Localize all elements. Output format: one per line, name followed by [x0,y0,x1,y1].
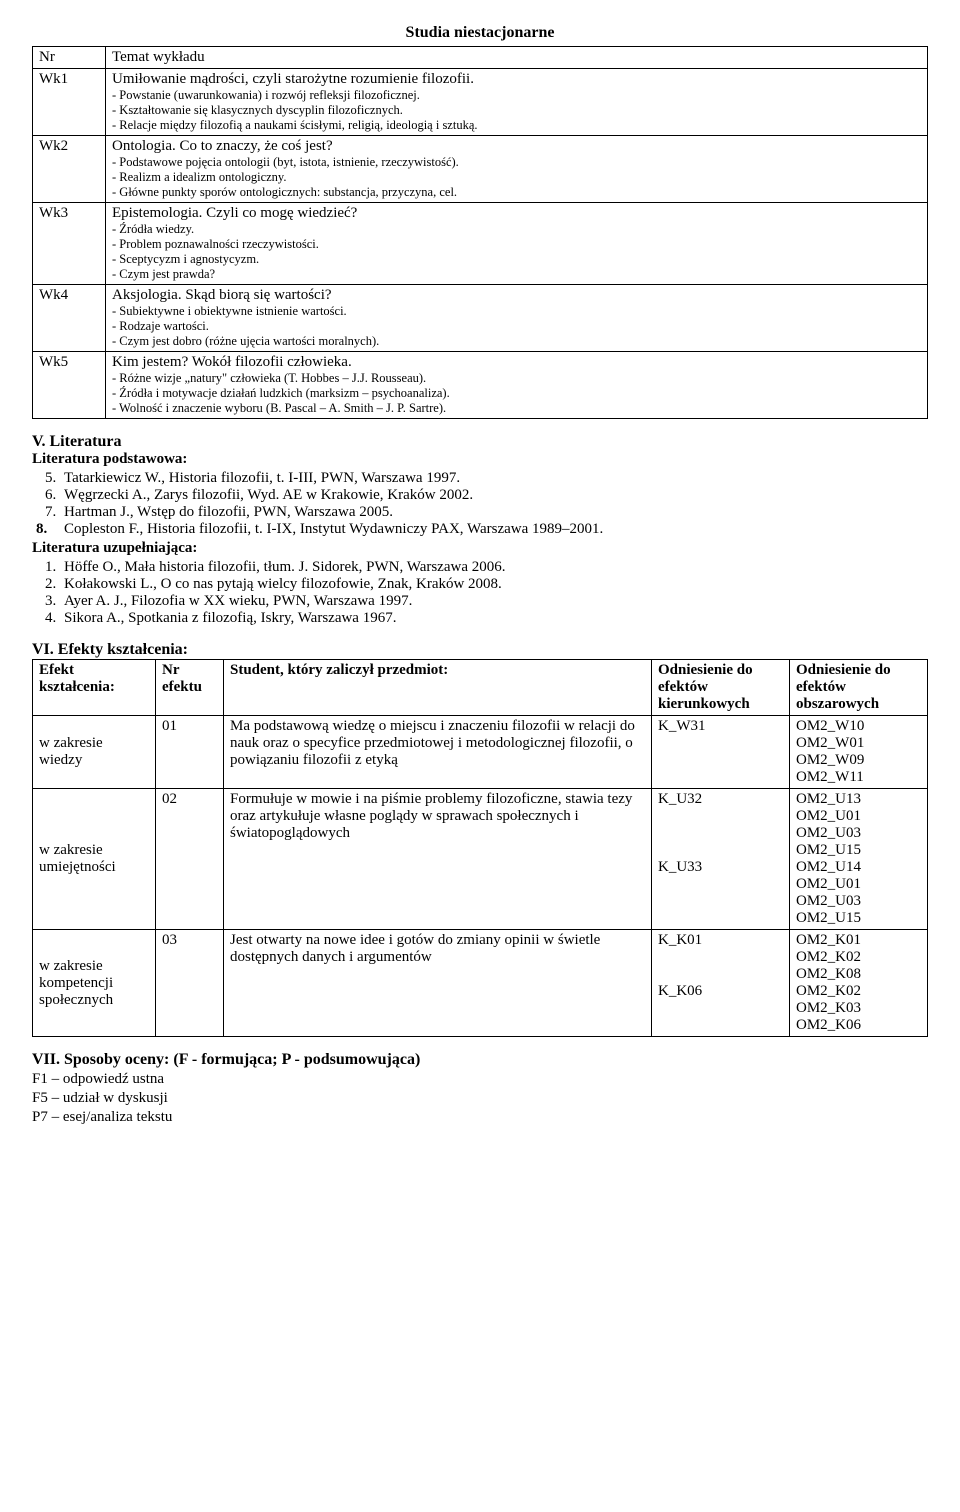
lecture-topic-cell: Ontologia. Co to znaczy, że coś jest?- P… [106,136,928,203]
literature-basic-item: Tatarkiewicz W., Historia filozofii, t. … [60,470,928,487]
lecture-topic-main: Aksjologia. Skąd biorą się wartości? [112,287,921,304]
lecture-topic-cell: Epistemologia. Czyli co mogę wiedzieć?- … [106,203,928,285]
literature-basic-item: 8. Copleston F., Historia filozofii, t. … [60,521,928,538]
lecture-topic-sub: - Powstanie (uwarunkowania) i rozwój ref… [112,88,921,103]
lecture-nr: Wk3 [33,203,106,285]
lecture-topic-sub: - Różne wizje „natury" człowieka (T. Hob… [112,371,921,386]
literature-supp-item: Kołakowski L., O co nas pytają wielcy fi… [60,576,928,593]
lecture-topic-sub: - Źródła i motywacje działań ludzkich (m… [112,386,921,401]
lecture-topic-sub: - Główne punkty sporów ontologicznych: s… [112,185,921,200]
assessment-line: F1 – odpowiedź ustna [32,1071,928,1088]
lecture-topic-sub: - Czym jest dobro (różne ujęcia wartości… [112,334,921,349]
literature-supp-list: Höffe O., Mała historia filozofii, tłum.… [32,559,928,627]
effects-kier: K_U32 K_U33 [652,789,790,930]
effects-header-cell: Efekt kształcenia: [33,660,156,716]
lecture-topic-sub: - Kształtowanie się klasycznych dyscypli… [112,103,921,118]
lecture-nr: Wk5 [33,352,106,419]
literature-supp-item: Sikora A., Spotkania z filozofią, Iskry,… [60,610,928,627]
effects-area: w zakresie kompetencji społecznych [33,930,156,1037]
effects-header-cell: Nr efektu [156,660,224,716]
lecture-nr: Wk1 [33,69,106,136]
literature-header: V. Literatura [32,433,928,451]
literature-basic-item: Hartman J., Wstęp do filozofii, PWN, War… [60,504,928,521]
effects-kier: K_W31 [652,716,790,789]
lecture-topic-sub: - Sceptycyzm i agnostycyzm. [112,252,921,267]
effects-obsz: OM2_U13 OM2_U01 OM2_U03 OM2_U15 OM2_U14 … [790,789,928,930]
effects-nr: 03 [156,930,224,1037]
assessment-line: P7 – esej/analiza tekstu [32,1109,928,1126]
page-title: Studia niestacjonarne [32,24,928,42]
lecture-nr: Wk2 [33,136,106,203]
effects-header: VI. Efekty kształcenia: [32,641,928,659]
effects-nr: 01 [156,716,224,789]
assessment-header: VII. Sposoby oceny: (F - formująca; P - … [32,1051,928,1069]
lecture-topic-main: Kim jestem? Wokół filozofii człowieka. [112,354,921,371]
assessment-line: F5 – udział w dyskusji [32,1090,928,1107]
effects-desc: Formułuje w mowie i na piśmie problemy f… [224,789,652,930]
effects-desc: Ma podstawową wiedzę o miejscu i znaczen… [224,716,652,789]
assessment-lines: F1 – odpowiedź ustna F5 – udział w dyskus… [32,1071,928,1126]
lecture-topic-sub: - Źródła wiedzy. [112,222,921,237]
effects-nr: 02 [156,789,224,930]
lecture-topic-sub: - Czym jest prawda? [112,267,921,282]
effects-header-cell: Odniesienie do efektów obszarowych [790,660,928,716]
lecture-topic-main: Ontologia. Co to znaczy, że coś jest? [112,138,921,155]
lecture-topic-sub: - Wolność i znaczenie wyboru (B. Pascal … [112,401,921,416]
lecture-nr: Wk4 [33,285,106,352]
lecture-topic-sub: - Realizm a idealizm ontologiczny. [112,170,921,185]
lecture-topic-sub: - Subiektywne i obiektywne istnienie war… [112,304,921,319]
effects-table: Efekt kształcenia:Nr efektuStudent, któr… [32,659,928,1037]
literature-basic-item: Węgrzecki A., Zarys filozofii, Wyd. AE w… [60,487,928,504]
lecture-header-topic: Temat wykładu [106,47,928,69]
literature-supp-label: Literatura uzupełniająca: [32,540,928,557]
literature-supp-item: Höffe O., Mała historia filozofii, tłum.… [60,559,928,576]
effects-obsz: OM2_W10 OM2_W01 OM2_W09 OM2_W11 [790,716,928,789]
lecture-topic-cell: Aksjologia. Skąd biorą się wartości?- Su… [106,285,928,352]
lecture-topic-sub: - Podstawowe pojęcia ontologii (byt, ist… [112,155,921,170]
lecture-topic-sub: - Rodzaje wartości. [112,319,921,334]
lecture-topic-cell: Kim jestem? Wokół filozofii człowieka.- … [106,352,928,419]
lecture-topic-main: Umiłowanie mądrości, czyli starożytne ro… [112,71,921,88]
effects-kier: K_K01 K_K06 [652,930,790,1037]
effects-area: w zakresie wiedzy [33,716,156,789]
lecture-topic-sub: - Relacje między filozofią a naukami ści… [112,118,921,133]
lecture-header-nr: Nr [33,47,106,69]
literature-basic-label: Literatura podstawowa: [32,451,928,468]
lecture-topic-main: Epistemologia. Czyli co mogę wiedzieć? [112,205,921,222]
effects-obsz: OM2_K01 OM2_K02 OM2_K08 OM2_K02 OM2_K03 … [790,930,928,1037]
literature-basic-list: Tatarkiewicz W., Historia filozofii, t. … [32,470,928,538]
lecture-topic-cell: Umiłowanie mądrości, czyli starożytne ro… [106,69,928,136]
lecture-topic-sub: - Problem poznawalności rzeczywistości. [112,237,921,252]
lecture-table: NrTemat wykładuWk1 Umiłowanie mądrości, c… [32,46,928,419]
literature-supp-item: Ayer A. J., Filozofia w XX wieku, PWN, W… [60,593,928,610]
effects-desc: Jest otwarty na nowe idee i gotów do zmi… [224,930,652,1037]
effects-header-cell: Student, który zaliczył przedmiot: [224,660,652,716]
effects-area: w zakresie umiejętności [33,789,156,930]
effects-header-cell: Odniesienie do efektów kierunkowych [652,660,790,716]
